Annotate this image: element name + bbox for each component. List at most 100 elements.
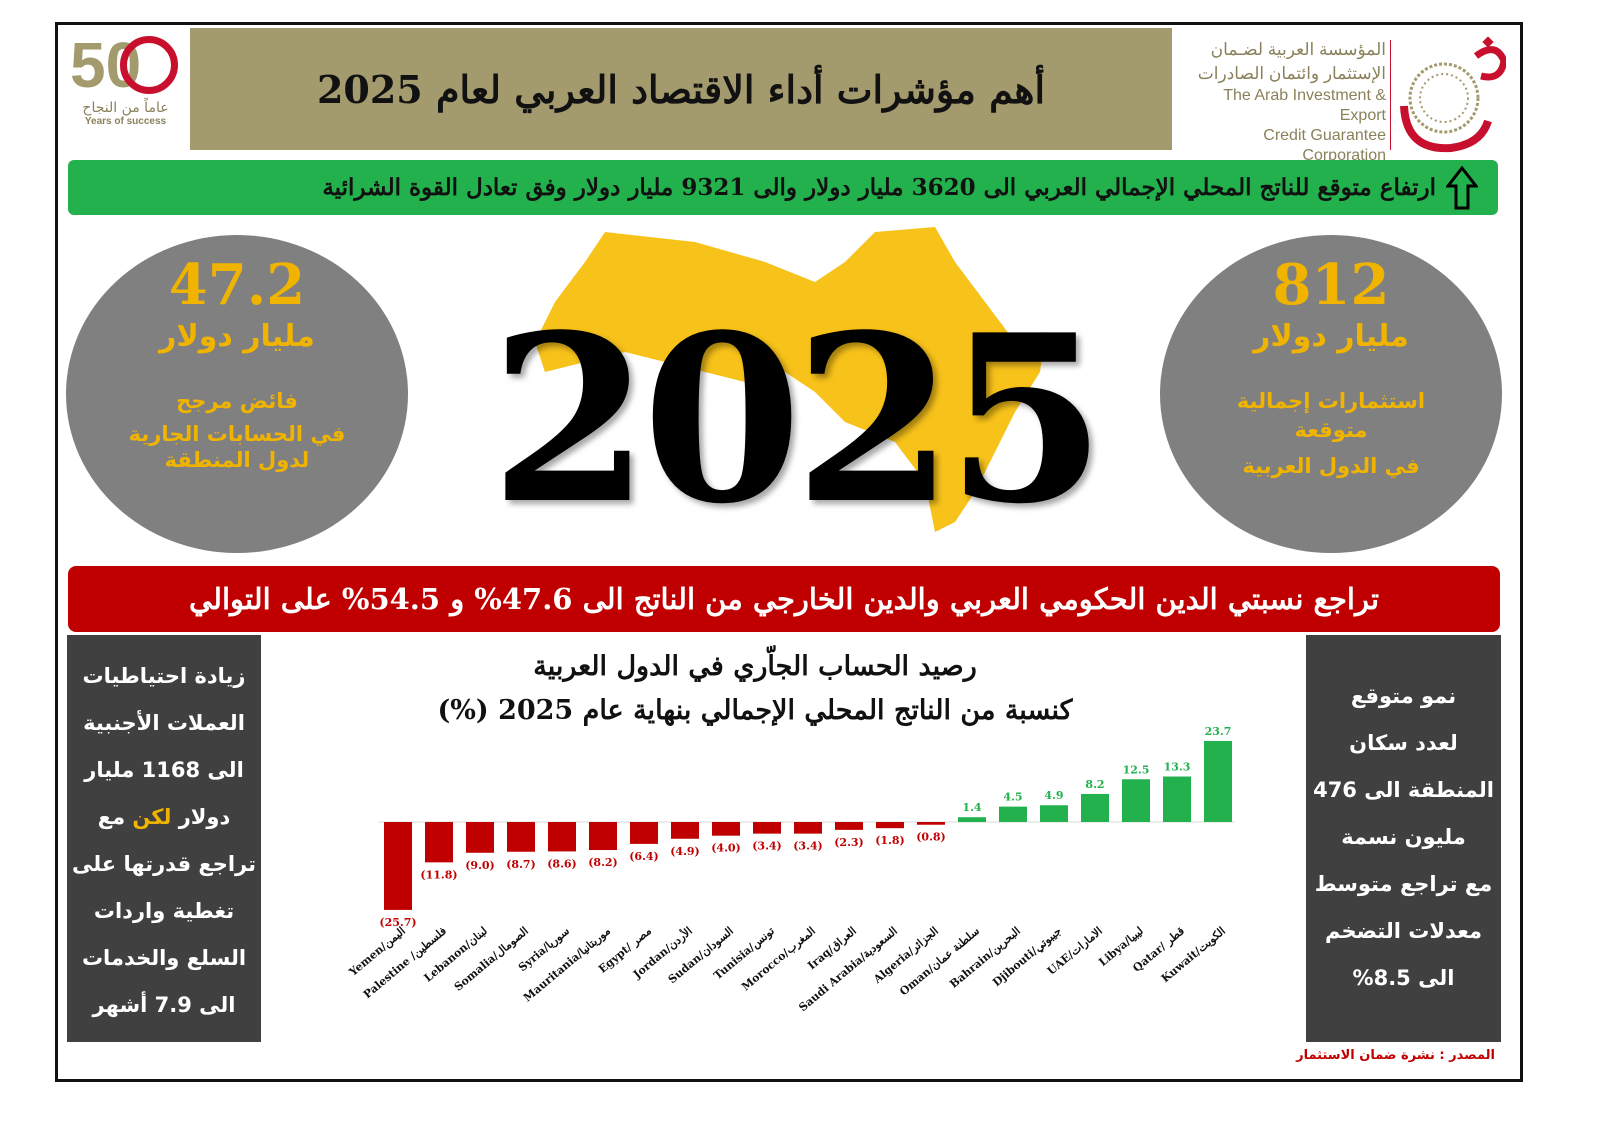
- reserves-line: دولار لكن مع: [67, 794, 261, 841]
- anniversary-arabic: عاماً من النجاح: [82, 100, 169, 116]
- reserves-line: تغطية واردات: [93, 899, 235, 923]
- population-line: مليون نسمة: [1341, 825, 1466, 849]
- debt-banner: تراجع نسبتي الدين الحكومي العربي والدين …: [68, 566, 1500, 632]
- reserves-highlight: لكن: [132, 805, 172, 829]
- source-note: المصدر : نشرة ضمان الاستثمار: [1296, 1048, 1495, 1063]
- current-account-surplus-circle: 47.2 مليار دولار فائض مرجح في الحسابات ا…: [66, 235, 408, 553]
- bar: [712, 822, 740, 836]
- data-label: (25.7): [379, 916, 416, 929]
- bar: [589, 822, 617, 851]
- data-label: 8.2: [1085, 778, 1104, 791]
- bar: [630, 822, 658, 844]
- bar: [384, 822, 412, 910]
- anniversary-logo: 50 عاماً من النجاح Years of success: [68, 30, 183, 155]
- population-line: لعدد سكان: [1349, 731, 1458, 755]
- corporation-seal-logo: [1400, 36, 1506, 153]
- data-label: 1.4: [962, 801, 981, 814]
- surplus-desc-2: في الحسابات الجارية: [128, 422, 346, 446]
- reserves-text: مع: [97, 805, 133, 829]
- category-label: Djibouti/جيبوتي: [990, 924, 1065, 990]
- bar: [1122, 779, 1150, 822]
- reserves-panel: زيادة احتياطيات العملات الأجنبية الى 116…: [67, 635, 261, 1042]
- bar: [1040, 805, 1068, 822]
- debt-banner-text: تراجع نسبتي الدين الحكومي العربي والدين …: [188, 582, 1380, 616]
- data-label: (4.0): [711, 842, 741, 855]
- data-label: (1.8): [875, 834, 905, 847]
- category-label: Bahrain/البحرين: [947, 924, 1023, 990]
- investments-desc-3: في الدول العربية: [1242, 454, 1420, 478]
- bar: [753, 822, 781, 834]
- bar: [1204, 740, 1232, 822]
- page-title: أهم مؤشرات أداء الاقتصاد العربي لعام 202…: [316, 66, 1046, 112]
- bar: [548, 822, 576, 852]
- bar: [958, 817, 986, 822]
- data-label: (8.7): [506, 858, 536, 871]
- data-label: 4.9: [1044, 789, 1063, 802]
- investments-desc-1: استثمارات إجمالية: [1236, 389, 1426, 413]
- data-label: 23.7: [1205, 725, 1232, 738]
- current-account-bar-chart: (25.7)Yemen/اليمن(11.8)Palestine /فلسطين…: [346, 725, 1235, 1014]
- population-line: معدلات التضخم: [1325, 919, 1482, 943]
- data-label: (9.0): [465, 859, 495, 872]
- investments-unit: مليار دولار: [1253, 319, 1409, 354]
- logo-divider: [1390, 40, 1391, 150]
- bar: [507, 822, 535, 852]
- category-label: Somalia/الصومال: [452, 924, 531, 993]
- data-label: 12.5: [1123, 763, 1150, 776]
- bar: [1081, 793, 1109, 822]
- bar: [876, 822, 904, 829]
- arrow-up-icon: [1446, 165, 1478, 209]
- reserves-line: السلع والخدمات: [81, 946, 247, 970]
- data-label: (0.8): [916, 831, 946, 844]
- page-title-banner: أهم مؤشرات أداء الاقتصاد العربي لعام 202…: [190, 28, 1172, 150]
- gdp-banner-text: ارتفاع متوقع للناتج المحلي الإجمالي العر…: [322, 174, 1436, 201]
- surplus-desc-3: لدول المنطقة: [164, 448, 310, 472]
- population-line: المنطقة الى 476: [1313, 778, 1494, 802]
- reserves-line: الى 7.9 أشهر: [92, 993, 236, 1017]
- data-label: (6.4): [629, 850, 659, 863]
- reserves-line: تراجع قدرتها على: [71, 852, 257, 876]
- corporation-name: المؤسسة العربية لضـمان الإستثمار وائتمان…: [1176, 38, 1386, 166]
- corp-arabic-1: المؤسسة العربية لضـمان: [1210, 40, 1386, 59]
- bar: [425, 822, 453, 863]
- data-label: 13.3: [1164, 761, 1191, 774]
- investments-value: 812: [1272, 252, 1390, 318]
- reserves-line: العملات الأجنبية: [83, 711, 245, 735]
- bar: [794, 822, 822, 834]
- bar: [671, 822, 699, 839]
- arab-world-map: [535, 227, 1045, 532]
- gdp-banner: ارتفاع متوقع للناتج المحلي الإجمالي العر…: [68, 160, 1498, 215]
- population-line: نمو متوقع: [1350, 684, 1457, 708]
- population-panel: نمو متوقع لعدد سكان المنطقة الى 476 مليو…: [1306, 635, 1501, 1042]
- corp-english-1: The Arab Investment & Export: [1223, 87, 1386, 124]
- bar: [917, 822, 945, 825]
- surplus-value: 47.2: [168, 252, 306, 318]
- category-label: Morocco/المغرب: [739, 924, 818, 993]
- population-line: مع تراجع متوسط: [1314, 872, 1493, 896]
- bar: [999, 806, 1027, 822]
- data-label: (3.4): [752, 840, 782, 853]
- investments-circle: 812 مليار دولار استثمارات إجمالية متوقعة…: [1160, 235, 1502, 553]
- data-label: (3.4): [793, 840, 823, 853]
- bar: [466, 822, 494, 853]
- data-label: (4.9): [670, 845, 700, 858]
- surplus-unit: مليار دولار: [159, 319, 315, 354]
- data-label: (2.3): [834, 836, 864, 849]
- data-label: (11.8): [420, 868, 457, 881]
- population-line: الى 8.5%: [1352, 966, 1455, 990]
- reserves-line: زيادة احتياطيات: [82, 664, 246, 688]
- infographic-frame: [55, 22, 1523, 1082]
- chart-title-block: رصيد الحساب الجاّري في الدول العربية كنس…: [330, 645, 1180, 733]
- bar: [835, 822, 863, 830]
- data-label: 4.5: [1003, 791, 1022, 804]
- data-label: (8.6): [547, 857, 577, 870]
- bar: [1163, 776, 1191, 822]
- surplus-desc-1: فائض مرجح: [176, 389, 298, 413]
- center-year: 2025: [490, 285, 1106, 555]
- anniversary-english: Years of success: [84, 116, 167, 127]
- corp-english-2: Credit Guarantee Corporation: [1263, 127, 1386, 164]
- reserves-line: الى 1168 مليار: [84, 758, 244, 782]
- chart-title: رصيد الحساب الجاّري في الدول العربية: [533, 651, 977, 682]
- reserves-text: دولار: [171, 805, 231, 829]
- corp-arabic-2: الإستثمار وائتمان الصادرات: [1197, 64, 1386, 83]
